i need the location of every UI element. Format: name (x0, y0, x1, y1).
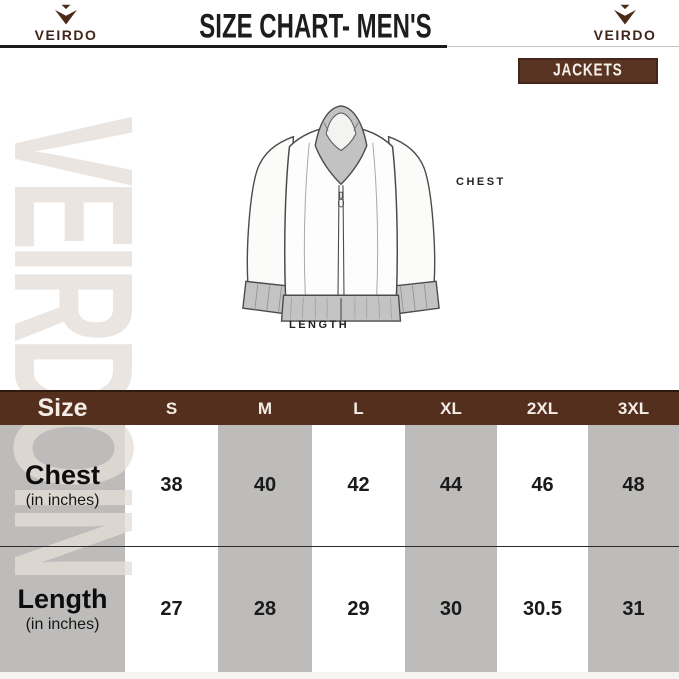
length-value-m: 28 (253, 598, 277, 620)
length-value-s: 27 (160, 598, 183, 620)
length-value-xl: 30 (439, 598, 463, 620)
brand-name: VEIRDO (34, 27, 98, 43)
header-bar: VEIRDO SIZE CHART- MEN'S VEIRDO (0, 0, 679, 47)
category-badge: JACKETS (518, 58, 658, 84)
row-divider (0, 546, 679, 547)
column-bg-2xl (497, 390, 588, 672)
chest-value-2xl: 46 (531, 474, 554, 496)
brand-name: VEIRDO (593, 27, 657, 43)
row-label-cell: Chest (in inches) (0, 425, 125, 546)
size-table: Size S M L XL 2XL 3XL Chest (in inches) … (0, 390, 679, 672)
chest-value-xl: 44 (439, 474, 463, 496)
veirdo-chevron-icon (614, 4, 636, 25)
column-bg-size (0, 390, 125, 672)
length-value-l: 29 (347, 598, 370, 620)
length-measure-label: LENGTH (289, 319, 350, 331)
chest-measure-label: CHEST (456, 176, 506, 188)
category-badge-label: JACKETS (553, 61, 623, 80)
length-value-3xl: 31 (622, 598, 645, 620)
chest-value-m: 40 (253, 474, 277, 496)
table-column-backgrounds (0, 390, 679, 672)
jacket-drawing-icon (242, 105, 440, 322)
row-sublabel: (in inches) (25, 492, 100, 510)
chest-value-3xl: 48 (622, 474, 645, 496)
length-value-2xl: 30.5 (523, 598, 562, 620)
table-row-chest: Chest (in inches) 38 40 42 44 46 48 (0, 425, 679, 546)
chest-value-l: 42 (347, 474, 370, 496)
header-cell-2xl: 2XL (526, 398, 559, 418)
column-bg-xl (405, 390, 497, 672)
row-label-cell: Length (in inches) (0, 547, 125, 672)
header-cell-size: Size (37, 394, 88, 422)
column-bg-l (312, 390, 405, 672)
row-label: Length (17, 584, 108, 615)
header-cell-l: L (353, 398, 364, 418)
bottom-margin (0, 672, 679, 679)
column-bg-m (218, 390, 312, 672)
row-label: Chest (24, 460, 100, 491)
column-bg-3xl (588, 390, 679, 672)
chest-value-s: 38 (160, 474, 183, 496)
table-row-length: Length (in inches) 27 28 29 30 30.5 31 (0, 547, 679, 672)
column-bg-s (125, 390, 218, 672)
row-sublabel: (in inches) (25, 616, 100, 634)
table-header-row: Size S M L XL 2XL 3XL (0, 390, 679, 425)
header-cell-m: M (257, 398, 273, 418)
brand-logo-right: VEIRDO (579, 4, 671, 42)
page-title: SIZE CHART- MEN'S (199, 7, 432, 46)
header-divider (0, 45, 447, 48)
header-cell-s: S (165, 398, 178, 418)
header-cell-3xl: 3XL (617, 398, 650, 418)
brand-logo-left: VEIRDO (20, 4, 112, 42)
header-cell-xl: XL (440, 398, 462, 418)
veirdo-chevron-icon (55, 4, 77, 25)
jacket-illustration (232, 100, 450, 326)
